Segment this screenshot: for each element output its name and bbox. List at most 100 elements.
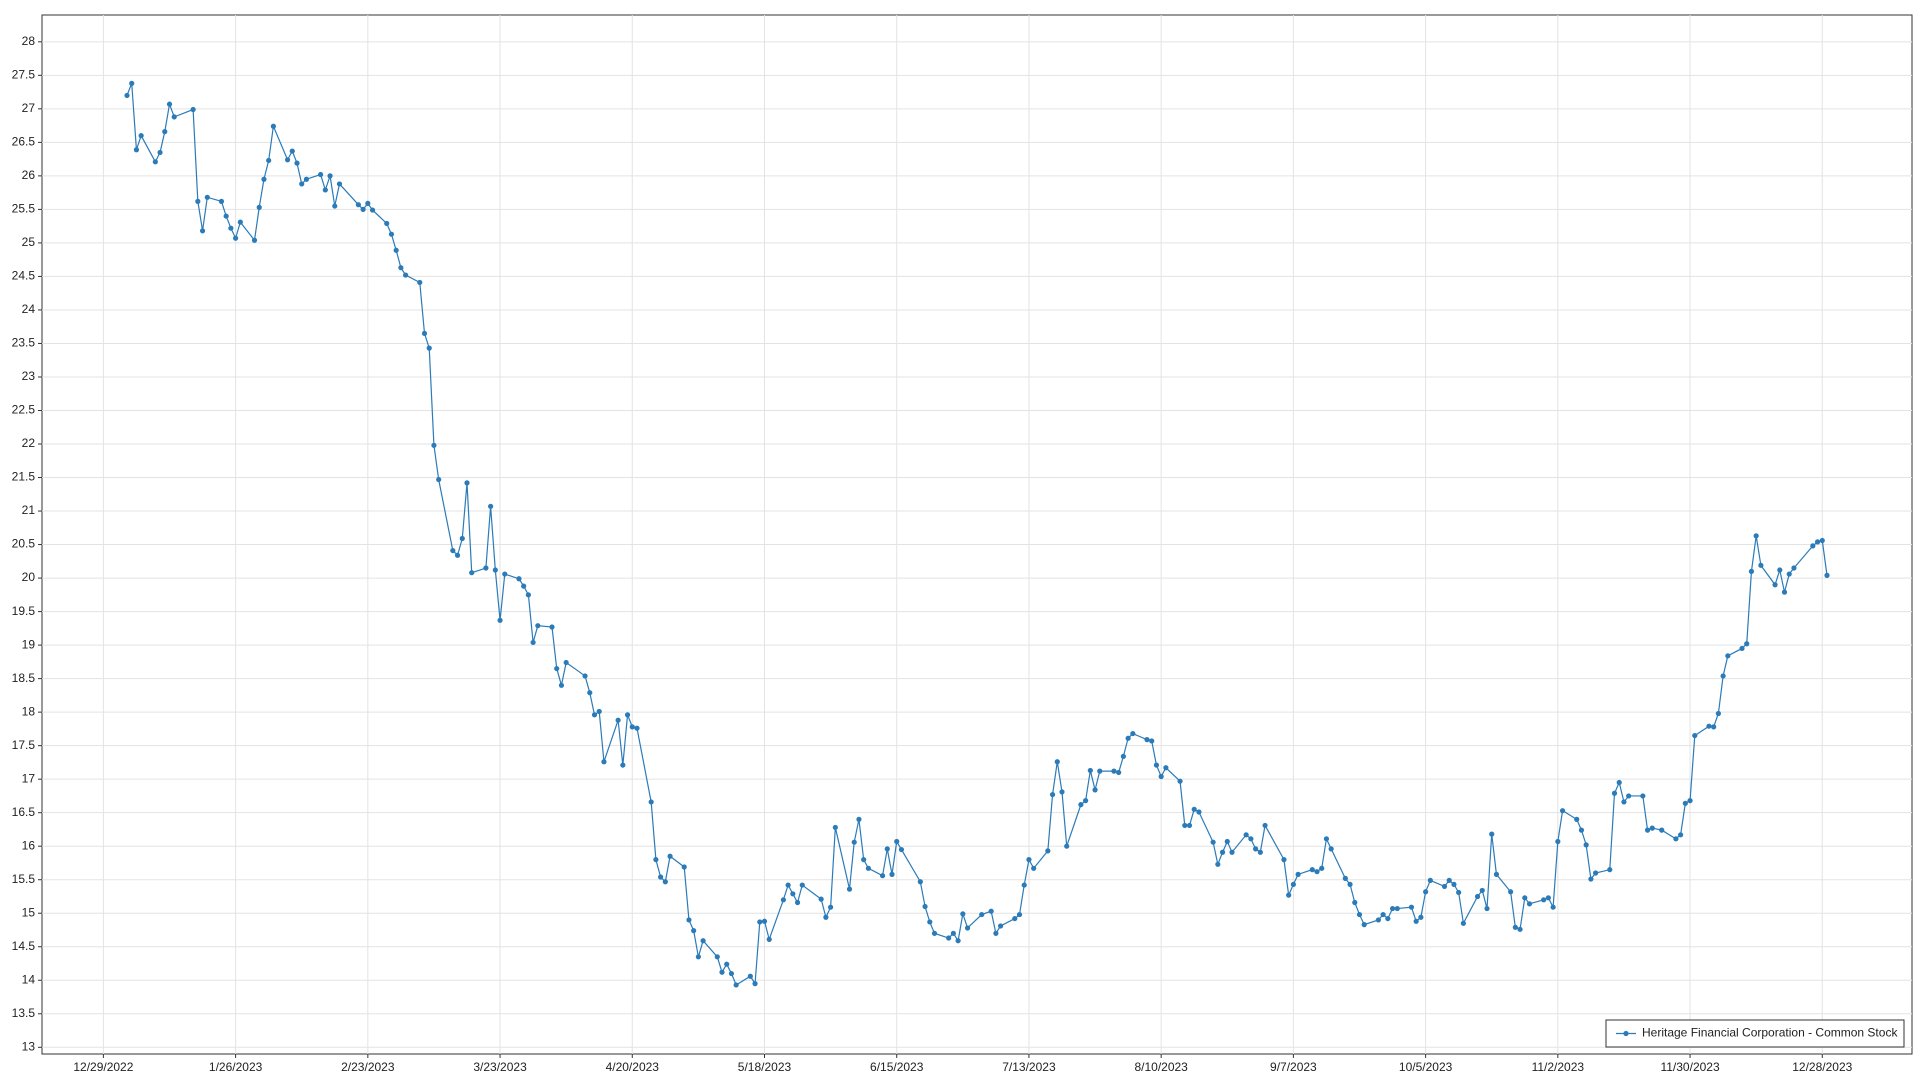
data-point bbox=[615, 717, 621, 723]
data-point bbox=[931, 930, 938, 936]
data-point bbox=[1328, 846, 1334, 852]
y-tick-label: 19 bbox=[22, 637, 36, 651]
y-tick-label: 26.5 bbox=[12, 135, 36, 149]
data-point bbox=[629, 724, 635, 730]
data-point bbox=[1257, 849, 1263, 855]
y-tick-label: 15 bbox=[22, 905, 36, 919]
data-point bbox=[436, 476, 442, 483]
data-point bbox=[1692, 732, 1698, 739]
data-point bbox=[856, 816, 862, 822]
data-point bbox=[601, 759, 607, 765]
y-tick-label: 13 bbox=[22, 1039, 36, 1053]
data-point bbox=[1474, 893, 1481, 900]
y-tick-label: 24.5 bbox=[12, 269, 36, 283]
data-point bbox=[1786, 571, 1792, 577]
data-point bbox=[1083, 798, 1089, 804]
data-point bbox=[1545, 895, 1551, 901]
data-point bbox=[799, 882, 805, 888]
data-point bbox=[828, 904, 834, 910]
data-point bbox=[1262, 822, 1268, 829]
data-point bbox=[955, 938, 961, 944]
x-tick-label: 9/7/2023 bbox=[1270, 1060, 1317, 1074]
data-point bbox=[1286, 892, 1292, 898]
data-point bbox=[927, 919, 933, 925]
data-point bbox=[1361, 922, 1367, 928]
data-point bbox=[1097, 768, 1103, 774]
data-point bbox=[190, 106, 196, 113]
data-point bbox=[1177, 778, 1183, 784]
data-point bbox=[1290, 881, 1296, 888]
data-point bbox=[1791, 565, 1797, 571]
data-point bbox=[884, 846, 890, 852]
data-point bbox=[454, 552, 461, 558]
data-point bbox=[691, 928, 697, 934]
x-tick-label: 1/26/2023 bbox=[209, 1060, 263, 1074]
data-point bbox=[516, 576, 522, 582]
data-point bbox=[1224, 838, 1230, 845]
y-tick-label: 20 bbox=[22, 570, 36, 584]
data-point bbox=[1460, 920, 1466, 926]
data-point bbox=[289, 148, 295, 154]
y-tick-label: 13.5 bbox=[12, 1006, 36, 1020]
data-point bbox=[1526, 901, 1533, 907]
y-tick-label: 22.5 bbox=[12, 403, 36, 417]
x-tick-label: 11/2/2023 bbox=[1532, 1060, 1585, 1074]
y-tick-label: 17.5 bbox=[12, 738, 36, 752]
data-point bbox=[1810, 543, 1816, 549]
data-point bbox=[393, 247, 399, 253]
data-point bbox=[950, 930, 956, 936]
data-point bbox=[152, 159, 158, 165]
y-tick-label: 16.5 bbox=[12, 805, 36, 819]
data-point bbox=[785, 882, 791, 888]
y-tick-label: 18 bbox=[22, 704, 36, 718]
data-point bbox=[790, 891, 796, 897]
x-tick-label: 7/13/2023 bbox=[1002, 1060, 1056, 1074]
data-point bbox=[1706, 723, 1712, 729]
data-point bbox=[303, 176, 310, 182]
data-point bbox=[780, 897, 786, 903]
data-point bbox=[1541, 897, 1547, 903]
data-point bbox=[336, 181, 343, 187]
data-point bbox=[284, 157, 291, 163]
data-point bbox=[818, 896, 824, 902]
data-point bbox=[1281, 857, 1287, 863]
data-point bbox=[299, 181, 305, 187]
y-tick-label: 14 bbox=[22, 972, 36, 986]
data-point bbox=[129, 80, 135, 86]
data-point bbox=[1229, 849, 1235, 855]
data-point bbox=[497, 617, 503, 623]
data-point bbox=[1753, 533, 1759, 539]
data-point bbox=[1153, 762, 1160, 768]
data-point bbox=[223, 213, 229, 219]
data-point bbox=[1385, 915, 1391, 922]
data-point bbox=[1248, 836, 1254, 842]
data-point bbox=[204, 194, 210, 200]
plot-area bbox=[41, 14, 1913, 1055]
y-tick-label: 23 bbox=[22, 369, 36, 383]
data-point bbox=[1026, 857, 1032, 863]
data-point bbox=[1626, 793, 1632, 799]
data-point bbox=[1054, 759, 1060, 765]
data-point bbox=[322, 187, 328, 193]
data-point bbox=[898, 846, 905, 853]
data-point bbox=[724, 961, 730, 967]
y-tick-label: 25.5 bbox=[12, 202, 36, 216]
data-point bbox=[1295, 871, 1301, 877]
y-tick-label: 22 bbox=[22, 436, 36, 450]
data-point bbox=[667, 853, 673, 859]
x-tick-label: 11/30/2023 bbox=[1660, 1060, 1719, 1074]
y-tick-label: 21 bbox=[22, 503, 36, 517]
data-point bbox=[369, 207, 376, 213]
data-point bbox=[1210, 839, 1216, 845]
data-point bbox=[894, 838, 900, 845]
x-tick-label: 4/20/2023 bbox=[606, 1060, 660, 1074]
data-point bbox=[1116, 769, 1122, 776]
data-point bbox=[1814, 539, 1821, 545]
y-tick-label: 19.5 bbox=[12, 604, 36, 618]
data-point bbox=[1149, 738, 1155, 744]
data-point bbox=[360, 206, 366, 212]
data-point bbox=[1309, 867, 1315, 873]
data-point bbox=[1748, 568, 1755, 574]
data-point bbox=[162, 129, 168, 135]
data-point bbox=[492, 567, 498, 573]
